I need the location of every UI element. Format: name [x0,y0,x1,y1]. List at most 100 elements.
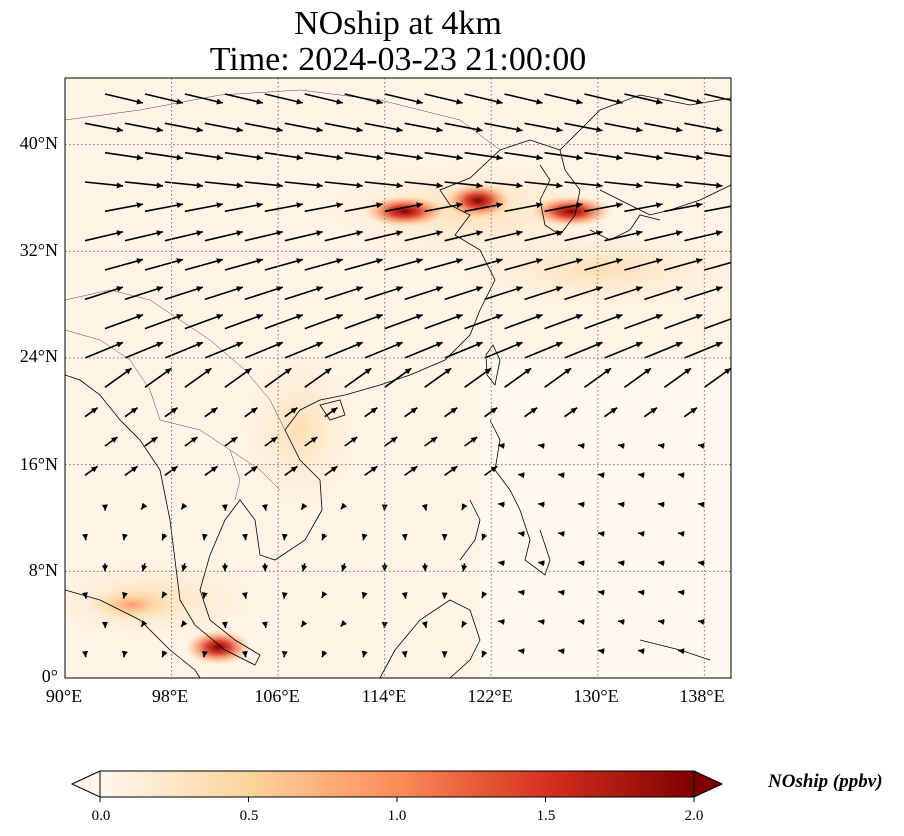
wind-arrow [441,651,448,658]
wind-arrow [124,341,164,359]
wind-arrow [161,533,168,541]
wind-arrow [464,314,503,330]
wind-arrow [677,472,685,479]
lat-tick-0: 0° [41,666,58,686]
wind-arrow [84,230,124,242]
wind-arrow [304,367,332,388]
wind-arrow [124,230,164,242]
wind-arrow [664,93,703,105]
wind-arrow [618,560,625,567]
wind-arrow [518,648,525,655]
wind-arrow [498,501,505,508]
wind-arrow [401,592,408,599]
wind-arrow [421,563,428,572]
wind-arrow [404,122,443,133]
wind-arrow [384,258,423,271]
wind-arrow [104,367,133,388]
wind-arrow [284,181,323,189]
wind-arrow [404,286,443,301]
wind-arrow [504,93,543,105]
wind-arrow [464,151,503,161]
wind-arrow [504,314,543,330]
wind-arrow [184,202,224,213]
wind-arrow [204,341,244,359]
wind-arrow [578,560,585,567]
wind-arrow [324,465,338,476]
wind-arrow [224,151,263,161]
wind-arrow [664,151,703,161]
wind-arrow [324,286,363,301]
wind-arrow [584,151,623,161]
wind-arrow [584,93,623,105]
wind-arrow [361,650,368,658]
wind-arrow [140,502,148,510]
wind-arrow [221,563,228,572]
wind-arrow [524,181,563,189]
wind-arrow [261,504,268,511]
wind-arrow [504,258,543,271]
wind-arrow [598,530,605,537]
wind-arrow [144,202,184,213]
wind-arrow [344,151,383,161]
wind-arrow [564,407,578,418]
wind-arrow [518,530,525,537]
wind-arrow [304,314,344,330]
wind-arrow [241,650,248,658]
wind-arrow [264,367,292,388]
wind-arrow [444,407,458,418]
wind-arrow [444,122,483,133]
wind-arrow [498,618,505,625]
wind-arrow [264,258,304,271]
wind-arrow [140,620,148,628]
lon-tick-90e: 90°E [45,686,83,706]
wind-arrow [461,503,468,511]
wind-arrow [384,314,423,330]
wind-arrow [201,650,208,658]
wind-arrow [704,93,731,102]
wind-arrow [284,122,323,133]
wind-arrow [104,258,144,271]
wind-arrow [164,407,178,418]
wind-arrow [697,501,705,508]
wind-arrow [441,533,448,541]
wind-arrow [304,202,343,213]
wind-arrow [204,181,243,189]
wind-arrow [697,442,705,449]
wind-arrow [224,367,252,388]
wind-arrow [464,258,503,271]
wind-arrow [201,533,208,541]
wind-arrow [321,650,328,658]
wind-arrow [104,93,144,105]
map-panel [65,78,731,678]
wind-arrow [697,618,705,625]
wind-arrow [144,93,184,105]
wind-arrow [604,286,643,301]
wind-arrow [204,465,218,476]
wind-arrow [161,591,168,599]
lon-tick-114e: 114°E [361,686,407,706]
wind-arrow [121,533,128,541]
wind-arrow [644,230,683,242]
wind-arrow [340,502,347,510]
wind-arrow [638,648,645,655]
wind-arrow [677,530,685,537]
wind-arrow [224,93,264,105]
wind-arrow [518,472,525,479]
wind-arrow [104,151,144,161]
wind-arrow [82,650,88,658]
wind-arrow [498,442,505,449]
wind-arrow [384,93,423,105]
wind-arrow [261,563,268,572]
wind-arrow [124,465,139,476]
wind-arrow [361,533,368,541]
wind-arrow [618,442,625,449]
hotspot [89,588,174,621]
wind-arrow [578,618,585,625]
wind-arrow [84,122,124,133]
wind-arrow [381,504,388,511]
colorbar-extend-max [693,770,724,798]
wind-arrow [638,589,645,596]
wind-arrow [684,230,723,242]
wind-arrow [284,407,298,418]
